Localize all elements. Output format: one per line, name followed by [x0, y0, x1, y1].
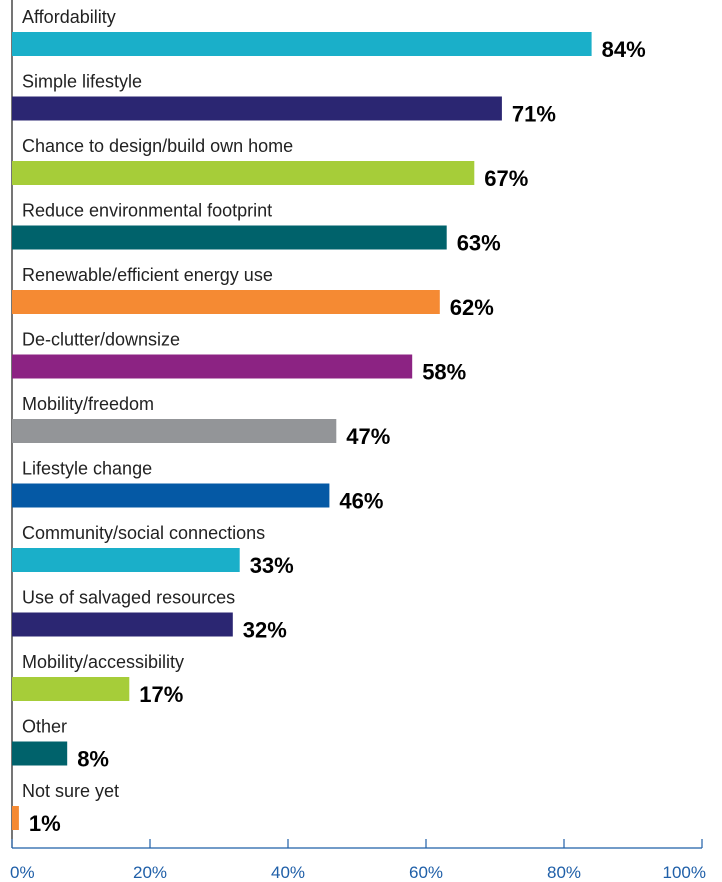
bar [12, 96, 502, 121]
category-label: Not sure yet [22, 781, 119, 801]
value-label: 58% [422, 360, 466, 385]
x-tick-label: 20% [133, 863, 167, 882]
value-label: 84% [602, 37, 646, 62]
category-label: Affordability [22, 7, 116, 27]
value-label: 1% [29, 811, 61, 836]
category-label: Use of salvaged resources [22, 588, 235, 608]
category-label: Community/social connections [22, 523, 265, 543]
value-label: 17% [139, 682, 183, 707]
category-label: Other [22, 717, 67, 737]
bar [12, 419, 337, 443]
value-label: 62% [450, 295, 494, 320]
category-label: Simple lifestyle [22, 72, 142, 92]
bar [12, 677, 130, 701]
value-label: 71% [512, 102, 556, 127]
category-label: Lifestyle change [22, 459, 152, 479]
bar [12, 806, 19, 830]
bar [12, 483, 330, 508]
category-label: Mobility/freedom [22, 394, 154, 414]
value-label: 8% [77, 747, 109, 772]
x-tick-label: 100% [663, 863, 706, 882]
value-label: 32% [243, 618, 287, 643]
x-tick-label: 60% [409, 863, 443, 882]
value-label: 63% [457, 231, 501, 256]
value-label: 46% [339, 489, 383, 514]
bar [12, 741, 68, 766]
bar [12, 161, 475, 185]
value-label: 67% [484, 166, 528, 191]
x-tick-label: 0% [10, 863, 35, 882]
bar [12, 612, 233, 637]
value-label: 33% [250, 553, 294, 578]
bar [12, 548, 240, 572]
bar [12, 290, 440, 314]
category-label: Chance to design/build own home [22, 136, 293, 156]
category-label: Reduce environmental footprint [22, 201, 272, 221]
category-label: De-clutter/downsize [22, 330, 180, 350]
category-label: Mobility/accessibility [22, 652, 184, 672]
bar [12, 32, 592, 56]
x-tick-label: 80% [547, 863, 581, 882]
x-tick-label: 40% [271, 863, 305, 882]
bar [12, 225, 447, 250]
category-label: Renewable/efficient energy use [22, 265, 273, 285]
bar [12, 354, 413, 379]
value-label: 47% [346, 424, 390, 449]
